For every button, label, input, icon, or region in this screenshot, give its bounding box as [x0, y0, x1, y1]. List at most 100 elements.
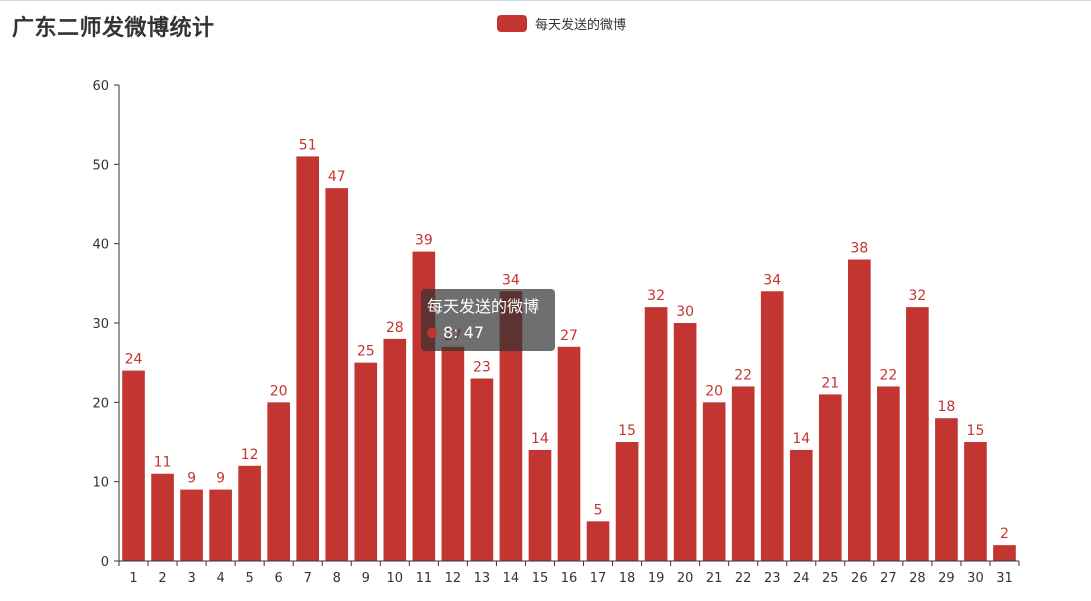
- y-tick-label: 60: [92, 79, 109, 94]
- x-tick-label: 11: [416, 571, 433, 586]
- data-label: 47: [328, 169, 346, 185]
- x-tick-label: 23: [764, 571, 781, 586]
- bar: [731, 386, 755, 561]
- x-tick-label: 5: [246, 571, 254, 586]
- tooltip-marker: [427, 328, 437, 338]
- data-label: 28: [386, 320, 404, 336]
- x-tick-label: 25: [822, 571, 839, 586]
- bar: [935, 418, 958, 561]
- x-tick-label: 28: [909, 571, 926, 586]
- x-tick-label: 19: [648, 571, 665, 586]
- bar: [383, 338, 407, 561]
- bar: [354, 362, 378, 561]
- x-tick-label: 29: [938, 571, 955, 586]
- data-label: 24: [125, 352, 143, 368]
- data-label: 2: [1000, 526, 1009, 542]
- data-label: 51: [299, 137, 317, 153]
- data-label: 34: [763, 272, 781, 288]
- data-label: 27: [560, 328, 578, 344]
- y-tick-label: 10: [92, 476, 109, 491]
- bar: [267, 402, 290, 561]
- bar: [702, 402, 726, 561]
- tooltip-series: 每天发送的微博: [427, 297, 540, 316]
- x-tick-label: 10: [387, 571, 404, 586]
- bar: [615, 442, 639, 561]
- bar: [993, 545, 1016, 561]
- bar: [848, 259, 871, 561]
- bar: [180, 489, 203, 561]
- x-tick-label: 31: [996, 571, 1013, 586]
- data-label: 23: [473, 360, 491, 376]
- x-tick-label: 27: [880, 571, 897, 586]
- data-label: 38: [850, 241, 868, 257]
- x-tick-label: 8: [333, 571, 341, 586]
- legend-swatch: [497, 15, 527, 32]
- data-label: 34: [502, 272, 520, 288]
- bar: [673, 323, 697, 561]
- y-tick-label: 40: [92, 238, 109, 253]
- x-tick-label: 12: [445, 571, 462, 586]
- bar: [499, 291, 523, 561]
- data-label: 11: [154, 455, 172, 471]
- data-label: 5: [594, 502, 603, 518]
- data-label: 22: [879, 367, 897, 383]
- bar: [586, 521, 610, 561]
- bar: [122, 370, 145, 561]
- bar: [151, 473, 174, 561]
- x-tick-label: 17: [590, 571, 607, 586]
- bar: [470, 378, 494, 561]
- tooltip: 每天发送的微博 8: 47: [421, 289, 555, 351]
- bar: [528, 449, 552, 561]
- data-label: 20: [705, 383, 723, 399]
- data-label: 15: [967, 423, 985, 439]
- data-label: 14: [792, 431, 810, 447]
- top-divider: [0, 0, 1091, 1]
- bar: [964, 442, 987, 561]
- data-label: 21: [821, 375, 839, 391]
- data-label: 18: [938, 399, 956, 415]
- bar: [760, 291, 784, 561]
- y-tick-label: 20: [92, 396, 109, 411]
- bar: [441, 346, 465, 561]
- bar: [557, 346, 581, 561]
- x-tick-label: 4: [216, 571, 224, 586]
- bar: [906, 307, 929, 561]
- x-tick-label: 24: [793, 571, 810, 586]
- x-tick-label: 15: [532, 571, 549, 586]
- x-tick-label: 20: [677, 571, 694, 586]
- bar: [209, 489, 232, 561]
- bar: [325, 188, 349, 561]
- y-tick-label: 30: [92, 317, 109, 332]
- x-tick-label: 22: [735, 571, 752, 586]
- chart-title: 广东二师发微博统计: [12, 16, 215, 41]
- bar: [818, 394, 842, 561]
- tooltip-value: 8: 47: [443, 323, 485, 342]
- x-tick-label: 1: [129, 571, 137, 586]
- x-tick-label: 2: [158, 571, 166, 586]
- bar: [877, 386, 900, 561]
- x-tick-label: 14: [503, 571, 520, 586]
- bar: [238, 465, 261, 561]
- data-label: 20: [270, 383, 288, 399]
- bar: [644, 307, 668, 561]
- x-tick-label: 6: [275, 571, 283, 586]
- data-label: 14: [531, 431, 549, 447]
- data-label: 22: [734, 367, 752, 383]
- data-label: 12: [241, 447, 259, 463]
- x-tick-label: 7: [304, 571, 312, 586]
- data-label: 25: [357, 344, 375, 360]
- x-tick-label: 21: [706, 571, 723, 586]
- y-tick-label: 50: [92, 158, 109, 173]
- legend[interactable]: 每天发送的微博: [497, 14, 626, 33]
- bar: [296, 156, 320, 561]
- x-tick-label: 18: [619, 571, 636, 586]
- y-tick-label: 0: [101, 555, 109, 570]
- data-label: 30: [676, 304, 694, 320]
- data-label: 32: [647, 288, 665, 304]
- x-tick-label: 30: [967, 571, 984, 586]
- x-tick-label: 13: [474, 571, 491, 586]
- data-label: 9: [187, 471, 196, 487]
- data-label: 39: [415, 233, 433, 249]
- data-label: 15: [618, 423, 636, 439]
